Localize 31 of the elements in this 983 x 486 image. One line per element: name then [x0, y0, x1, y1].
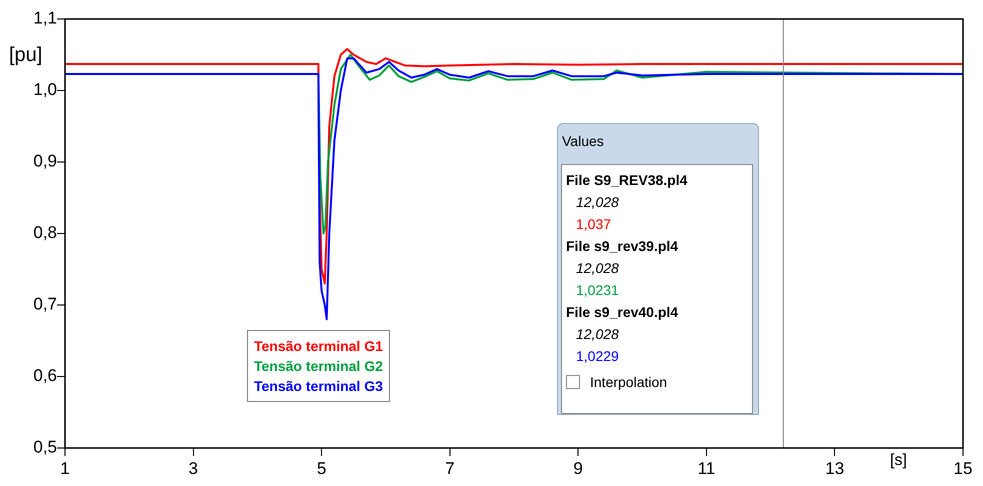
x-tick-label: 5 — [316, 458, 326, 478]
y-tick-label: 0,6 — [33, 366, 57, 386]
y-tick-label: 0,5 — [33, 438, 57, 457]
text: Tensão terminal G3 — [254, 377, 383, 396]
annotation: 12,028 — [575, 259, 620, 278]
y-tick-label: 1,0 — [33, 80, 57, 100]
y-tick-label: 0,7 — [33, 294, 57, 314]
x-tick-label: 1 — [60, 458, 70, 478]
annotation: File s9_rev40.pl4 — [566, 303, 680, 322]
annotation: File S9_REV38.pl4 — [566, 171, 688, 190]
text: Tensão terminal G2 — [254, 357, 383, 376]
x-tick-label: 7 — [445, 458, 455, 478]
annotation: 1,0231 — [575, 281, 620, 300]
annotation: 1,037 — [575, 215, 612, 234]
annotation: Values — [561, 132, 605, 151]
annotation: 12,028 — [575, 193, 620, 212]
annotation: File s9_rev39.pl4 — [566, 237, 680, 256]
text: Tensão terminal G1 — [254, 337, 383, 356]
y-tick-label: 1,1 — [33, 8, 57, 28]
x-tick-label: 15 — [954, 458, 972, 478]
x-tick-label: 11 — [698, 458, 716, 478]
annotation: Interpolation — [590, 373, 668, 392]
x-axis-title: [s] — [890, 452, 907, 470]
x-tick-label: 3 — [188, 458, 198, 478]
y-tick-label: 0,8 — [33, 223, 57, 242]
annotation: 12,028 — [575, 325, 620, 344]
y-tick-label: 0,9 — [33, 152, 57, 171]
x-tick-label: 9 — [573, 458, 583, 478]
annotation: 1,0229 — [575, 347, 620, 366]
y-axis-title: [pu] — [9, 44, 42, 67]
x-tick-label: 13 — [825, 458, 844, 478]
